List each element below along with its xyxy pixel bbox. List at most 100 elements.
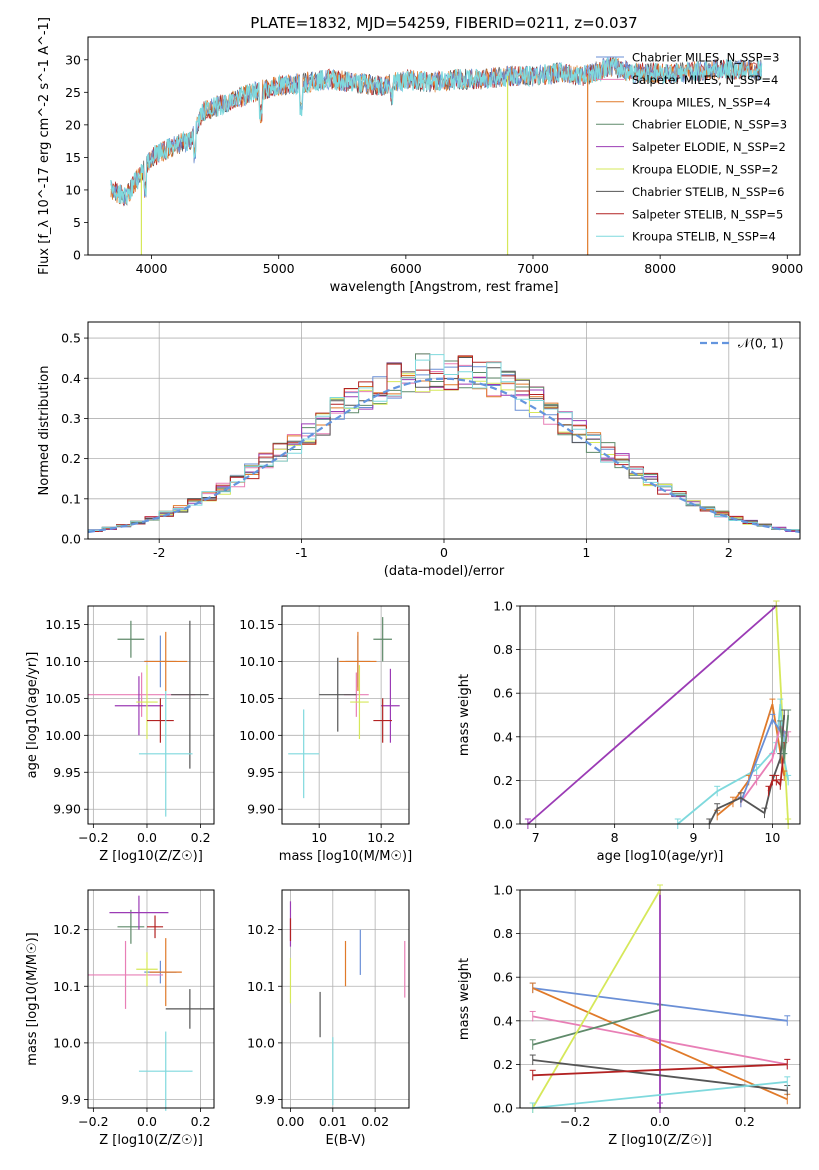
x-tick-label: 9 [690,830,698,845]
y-tick-label: 0.2 [493,1057,513,1072]
x-axis-label: Z [log10(Z/Z☉)] [608,1133,712,1148]
x-tick-label: 0.01 [319,1114,347,1129]
x-tick-label: 8 [611,830,619,845]
panel-spectrum: 4000 5000 6000 7000 8000 9000 0 5 10 15 20 25 30 wave… [37,17,803,295]
x-tick-label: 0.02 [361,1114,389,1129]
y-tick-label: 10.10 [239,654,275,669]
y-tick-label: 0.8 [493,926,513,941]
x-tick-label: −0.2 [78,1114,108,1129]
x-tick-label: 6000 [390,261,422,276]
y-tick-label: 0.4 [493,729,513,744]
panel-weight-vs-z: −0.2 0.0 0.2 0.0 0.2 0.4 0.6 0.8 1.0 Z [log10(Z/Z… [457,883,801,1148]
x-tick-label: 4000 [136,261,168,276]
x-tick-label: 2 [725,545,733,560]
axes-frame [87,889,215,1109]
y-tick-label: 0.6 [493,970,513,985]
legend-label: Salpeter MILES, N_SSP=4 [632,73,778,87]
panel-mass-vs-z: −0.2 0.0 0.2 9.9 10.0 10.1 10.2 Z [log10(Z/Z☉)]… [25,889,215,1148]
x-tick-label: 0.00 [277,1114,305,1129]
y-tick-label: 9.9 [61,1092,81,1107]
x-axis-label: age [log10(age/yr)] [597,849,724,864]
x-tick-label: 1 [582,545,590,560]
weight-series-line [708,714,786,825]
y-tick-label: 10.00 [239,728,275,743]
y-tick-label: 0 [73,248,81,263]
weight-series-line [531,889,661,1109]
y-tick-label: 0.2 [493,773,513,788]
y-tick-label: 5 [73,215,81,230]
x-tick-label: 9000 [771,261,803,276]
y-tick-label: 15 [65,150,81,165]
x-tick-label: 10 [764,830,780,845]
y-tick-label: 0.1 [61,491,81,506]
y-tick-label: 10.15 [45,617,81,632]
legend-label: Chabrier MILES, N_SSP=3 [632,51,779,65]
y-tick-label: 10.05 [239,691,275,706]
x-tick-label: 0 [440,545,448,560]
x-tick-label: 0.0 [650,1114,670,1129]
x-axis-label: wavelength [Angstrom, rest frame] [330,280,559,295]
y-tick-label: 1.0 [493,599,513,614]
weight-series-line [775,605,790,825]
x-tick-label: 0.0 [137,830,157,845]
x-axis-label: Z [log10(Z/Z☉)] [99,1133,203,1148]
x-axis-label: mass [log10(M/M☉)] [279,849,412,864]
y-tick-label: 30 [65,52,81,67]
x-axis-label: E(B-V) [325,1133,365,1148]
x-tick-label: -2 [153,545,165,560]
y-tick-label: 9.90 [53,802,81,817]
x-tick-label: 0.0 [137,1114,157,1129]
y-tick-label: 0.8 [493,642,513,657]
weight-series-line [532,1080,788,1109]
axes-frame [87,321,801,540]
y-tick-label: 10.10 [45,654,81,669]
y-tick-label: 25 [65,85,81,100]
weight-series-line [527,605,777,825]
y-tick-label: 0.6 [493,686,513,701]
panel-age-vs-z: −0.2 0.0 0.2 9.90 9.95 10.00 10.05 10.10 10.15 Z … [25,605,215,864]
y-tick-label: 9.90 [247,802,275,817]
y-axis-label: mass weight [457,674,472,756]
legend-label: Kroupa MILES, N_SSP=4 [632,95,771,109]
y-tick-label: 10.1 [247,979,275,994]
legend-label: Salpeter STELIB, N_SSP=5 [632,207,783,221]
y-tick-label: 10 [65,182,81,197]
legend-label: Kroupa STELIB, N_SSP=4 [632,230,776,244]
normal-curve [87,377,801,534]
y-axis-label: mass weight [457,958,472,1040]
y-tick-label: 0.0 [493,817,513,832]
x-tick-label: −0.2 [78,830,108,845]
y-tick-label: 0.4 [493,1013,513,1028]
y-tick-label: 9.9 [255,1092,275,1107]
y-axis-label: age [log10(age/yr)] [25,652,40,779]
legend-label: Salpeter ELODIE, N_SSP=2 [632,140,786,154]
y-tick-label: 9.95 [53,765,81,780]
x-tick-label: 8000 [644,261,676,276]
y-tick-label: 9.95 [247,765,275,780]
y-tick-label: 0.5 [61,331,81,346]
panel-weight-vs-age: 7 8 9 10 0.0 0.2 0.4 0.6 0.8 1.0 age [log10(age/yr… [457,599,801,864]
figure-title: PLATE=1832, MJD=54259, FIBERID=0211, z=0… [250,14,637,32]
y-axis-label: Normed distribution [37,366,52,496]
y-tick-label: 10.05 [45,691,81,706]
x-axis-label: (data-model)/error [384,564,505,579]
legend-label: Chabrier STELIB, N_SSP=6 [632,185,784,199]
y-tick-label: 10.0 [247,1035,275,1050]
y-tick-label: 0.4 [61,371,81,386]
axes-frame [519,605,801,825]
y-tick-label: 10.15 [239,617,275,632]
weight-series-line [532,1009,661,1046]
y-axis-label: Flux [f_λ 10^-17 erg cm^-2 s^-1 A^-1] [37,17,52,275]
panel-residual-histogram: -2 -1 0 1 2 0.0 0.1 0.2 0.3 0.4 0.5 (data-model)/er… [37,321,801,579]
x-tick-label: 10 [311,830,327,845]
x-tick-label: −0.2 [560,1114,590,1129]
legend-label: Kroupa ELODIE, N_SSP=2 [632,163,778,177]
y-tick-label: 0.0 [493,1101,513,1116]
axes-frame [87,36,801,256]
x-tick-label: -1 [295,545,307,560]
panel-mass-vs-ebv: 0.00 0.01 0.02 9.9 10.0 10.1 10.2 E(B-V) [247,889,410,1148]
axes-frame [281,889,410,1109]
y-tick-label: 10.0 [53,1035,81,1050]
legend-label: Chabrier ELODIE, N_SSP=3 [632,118,787,132]
